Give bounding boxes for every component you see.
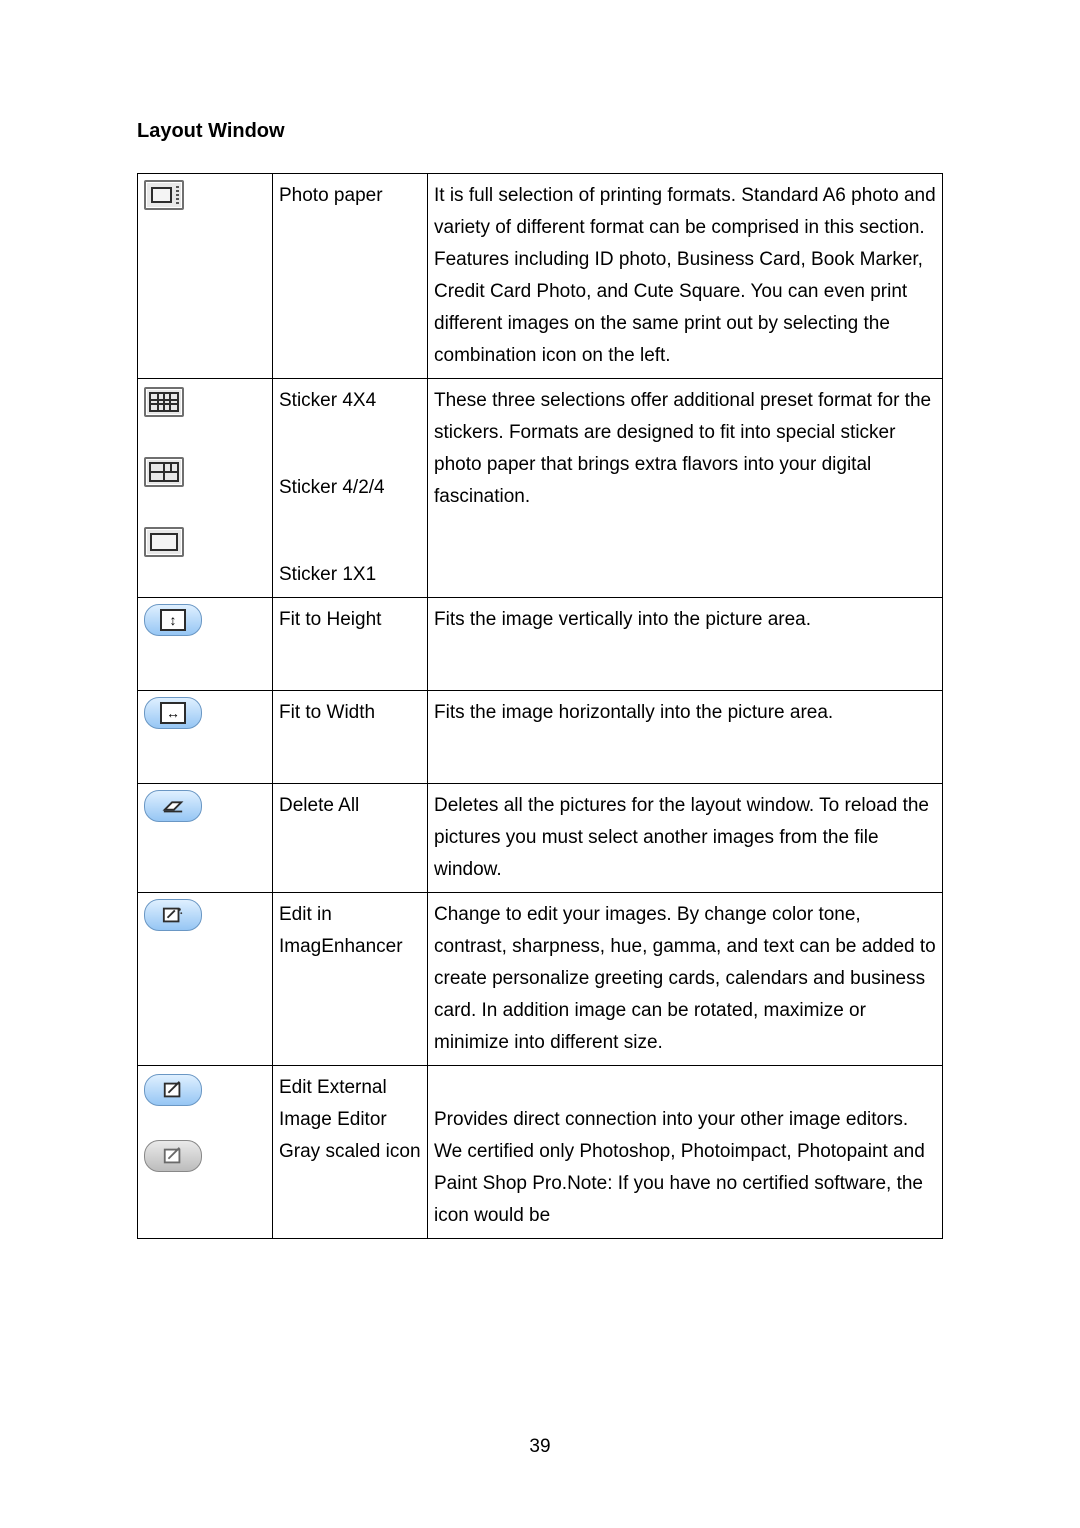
- edit-external-disabled-icon: [144, 1140, 202, 1172]
- page-number: 39: [0, 1436, 1080, 1458]
- section-title: Layout Window: [137, 120, 943, 143]
- icon-cell: [138, 1066, 273, 1239]
- icon-cell: [138, 174, 273, 379]
- desc-cell: It is full selection of printing formats…: [428, 174, 943, 379]
- eraser-icon: [162, 796, 184, 816]
- photo-paper-icon: [144, 180, 184, 210]
- row-name: Gray scaled icon: [279, 1136, 421, 1168]
- table-row: Photo paper It is full selection of prin…: [138, 174, 943, 379]
- table-row: Delete All Deletes all the pictures for …: [138, 784, 943, 893]
- row-name: Photo paper: [279, 185, 383, 206]
- edit-external-icon: [144, 1074, 202, 1106]
- row-desc: It is full selection of printing formats…: [434, 185, 936, 366]
- fit-width-icon: ↔: [144, 697, 202, 729]
- sticker-424-icon: [144, 457, 184, 487]
- table-row: Sticker 4X4 Sticker 4/2/4 Sticker 1X1 Th…: [138, 379, 943, 598]
- row-desc: Provides direct connection into your oth…: [434, 1109, 925, 1226]
- table-row: Edit in ImagEnhancer Change to edit your…: [138, 893, 943, 1066]
- name-cell: Edit in ImagEnhancer: [273, 893, 428, 1066]
- name-cell: Delete All: [273, 784, 428, 893]
- table-row: Edit External Image Editor Gray scaled i…: [138, 1066, 943, 1239]
- desc-cell: These three selections offer additional …: [428, 379, 943, 598]
- desc-cell: Fits the image vertically into the pictu…: [428, 598, 943, 691]
- row-desc: Change to edit your images. By change co…: [434, 904, 936, 1053]
- table-row: ↔ Fit to Width Fits the image horizontal…: [138, 691, 943, 784]
- document-page: Layout Window Photo paper It is full sel…: [0, 0, 1080, 1528]
- desc-cell: Provides direct connection into your oth…: [428, 1066, 943, 1239]
- icon-cell: [138, 784, 273, 893]
- row-desc: These three selections offer additional …: [434, 390, 931, 507]
- row-name: Delete All: [279, 795, 359, 816]
- row-name: Fit to Height: [279, 609, 381, 630]
- name-cell: Fit to Width: [273, 691, 428, 784]
- delete-all-icon: [144, 790, 202, 822]
- fit-height-icon: ↕: [144, 604, 202, 636]
- row-desc: Fits the image horizontally into the pic…: [434, 702, 833, 723]
- name-cell: Fit to Height: [273, 598, 428, 691]
- name-cell: Sticker 4X4 Sticker 4/2/4 Sticker 1X1: [273, 379, 428, 598]
- icon-cell: [138, 893, 273, 1066]
- edit-enhancer-icon: [144, 899, 202, 931]
- sticker-4x4-icon: [144, 387, 184, 417]
- sticker-1x1-icon: [144, 527, 184, 557]
- icon-cell: ↕: [138, 598, 273, 691]
- row-desc: Deletes all the pictures for the layout …: [434, 795, 929, 880]
- layout-window-table: Photo paper It is full selection of prin…: [137, 173, 943, 1239]
- desc-cell: Fits the image horizontally into the pic…: [428, 691, 943, 784]
- desc-cell: Change to edit your images. By change co…: [428, 893, 943, 1066]
- row-name: Edit External Image Editor: [279, 1072, 421, 1136]
- row-name: Fit to Width: [279, 702, 375, 723]
- table-row: ↕ Fit to Height Fits the image verticall…: [138, 598, 943, 691]
- external-editor-icon: [162, 1080, 184, 1100]
- external-editor-gray-icon: [162, 1146, 184, 1166]
- name-cell: Edit External Image Editor Gray scaled i…: [273, 1066, 428, 1239]
- row-name: Sticker 4X4: [279, 385, 421, 417]
- row-name: Edit in ImagEnhancer: [279, 904, 403, 957]
- icon-cell: ↔: [138, 691, 273, 784]
- row-name: Sticker 4/2/4: [279, 472, 421, 504]
- row-name: Sticker 1X1: [279, 559, 421, 591]
- icon-cell: [138, 379, 273, 598]
- name-cell: Photo paper: [273, 174, 428, 379]
- desc-cell: Deletes all the pictures for the layout …: [428, 784, 943, 893]
- row-desc: Fits the image vertically into the pictu…: [434, 609, 811, 630]
- edit-sparkle-icon: [162, 905, 184, 925]
